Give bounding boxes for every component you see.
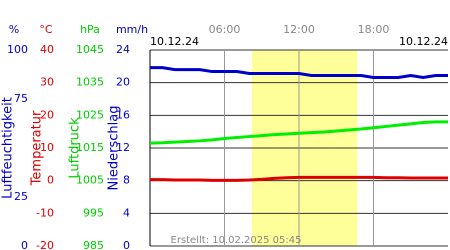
y-tick-label: -10 bbox=[36, 206, 54, 219]
x-tick-label: 18:00 bbox=[358, 23, 390, 36]
y-tick-label: 1025 bbox=[76, 108, 104, 121]
x-tick-label: 06:00 bbox=[209, 23, 241, 36]
axis-unit: °C bbox=[39, 23, 53, 36]
axis-title: Temperatur bbox=[30, 110, 45, 186]
y-tick-label: 1045 bbox=[76, 43, 104, 56]
y-tick-label: -20 bbox=[36, 239, 54, 250]
y-tick-label: 10 bbox=[40, 141, 54, 154]
y-tick-label: 16 bbox=[116, 108, 130, 121]
y-tick-label: 0 bbox=[123, 239, 130, 250]
axis-unit: % bbox=[9, 23, 19, 36]
date-label: 10.12.24 bbox=[399, 35, 448, 48]
axis-unit: mm/h bbox=[116, 23, 148, 36]
series-line bbox=[150, 66, 448, 79]
y-tick-label: 1015 bbox=[76, 141, 104, 154]
y-tick-label: 1035 bbox=[76, 76, 104, 89]
y-tick-label: 25 bbox=[14, 190, 28, 203]
axis-title: Luftfeuchtigkeit bbox=[1, 97, 16, 199]
y-tick-label: 40 bbox=[40, 43, 54, 56]
axis-title: Luftdruck bbox=[68, 117, 83, 179]
axis-unit: hPa bbox=[80, 23, 100, 36]
y-tick-label: 20 bbox=[116, 76, 130, 89]
y-tick-label: 12 bbox=[116, 141, 130, 154]
y-tick-label: 0 bbox=[21, 239, 28, 250]
created-note: Erstellt: 10.02.2025 05:45 bbox=[171, 235, 302, 246]
date-label: 10.12.24 bbox=[150, 35, 199, 48]
y-tick-label: 0 bbox=[47, 174, 54, 187]
y-tick-label: 20 bbox=[40, 108, 54, 121]
series-line bbox=[149, 120, 448, 145]
y-tick-label: 4 bbox=[123, 206, 130, 219]
axis-title: Niederschlag bbox=[107, 106, 122, 191]
y-tick-label: 8 bbox=[123, 174, 130, 187]
y-tick-label: 1005 bbox=[76, 174, 104, 187]
y-tick-label: 30 bbox=[40, 76, 54, 89]
series-line bbox=[150, 175, 448, 182]
y-tick-label: 995 bbox=[83, 206, 104, 219]
y-tick-label: 75 bbox=[14, 92, 28, 105]
y-tick-label: 100 bbox=[7, 43, 28, 56]
y-tick-label: 985 bbox=[83, 239, 104, 250]
x-tick-label: 12:00 bbox=[283, 23, 315, 36]
y-tick-label: 24 bbox=[116, 43, 130, 56]
